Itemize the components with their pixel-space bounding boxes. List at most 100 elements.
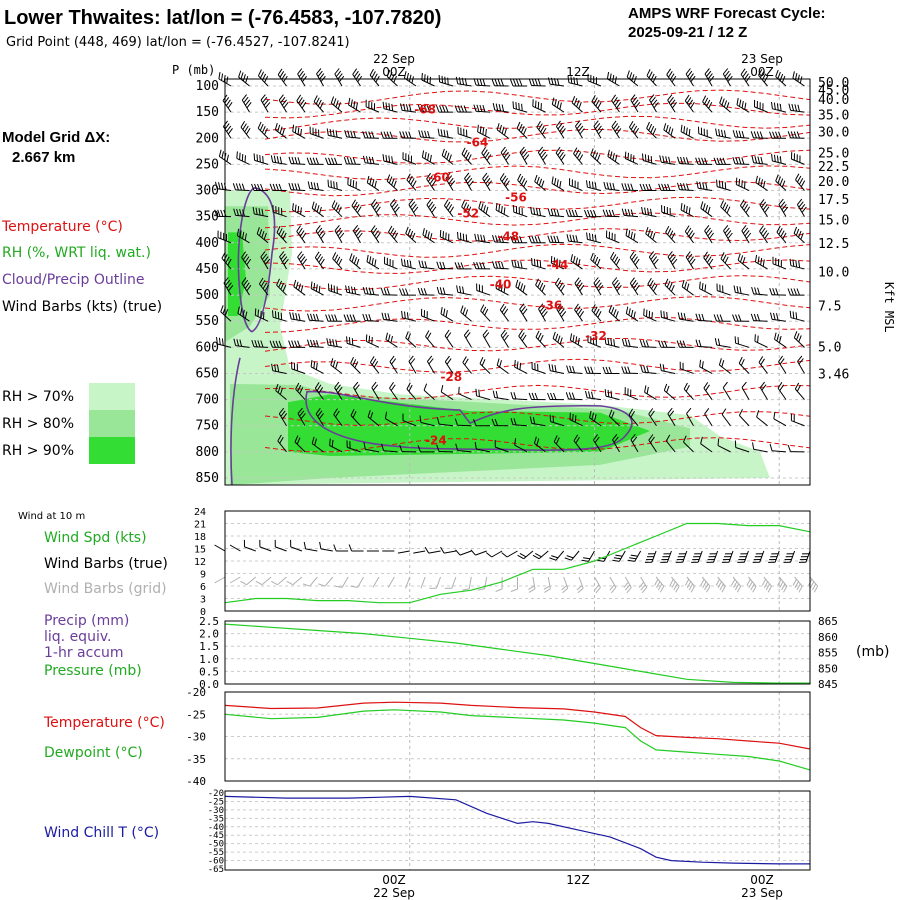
barb-flag <box>257 309 259 317</box>
surface-wind-barb-grid <box>684 576 696 593</box>
upper-wind-barb <box>648 408 657 427</box>
barb-flag <box>310 339 313 347</box>
barb-shaft <box>717 445 731 453</box>
barb-flag <box>312 157 316 165</box>
barb-flag <box>577 337 580 345</box>
barb-flag <box>235 183 239 191</box>
upper-wind-barb <box>658 340 676 348</box>
barb-flag <box>797 198 803 205</box>
barb-flag <box>429 154 432 162</box>
temperature-contour <box>264 228 811 242</box>
barb-shaft <box>333 414 343 427</box>
surface-wind-barb-true <box>290 539 303 552</box>
barb-shaft <box>292 131 306 139</box>
upper-wind-barb <box>736 98 750 113</box>
barb-flag <box>649 436 655 443</box>
barb-flag <box>556 303 562 310</box>
upper-wind-barb <box>639 183 657 192</box>
barb-flag <box>411 232 416 240</box>
barb-flag <box>301 258 308 266</box>
barb-flag <box>632 436 638 443</box>
barb-flag <box>610 390 613 398</box>
barb-flag <box>550 235 554 243</box>
barb-flag <box>356 206 362 213</box>
barb-flag <box>246 258 252 266</box>
barb-shaft <box>719 364 731 374</box>
upper-wind-barb <box>591 95 602 113</box>
barb-flag <box>627 339 631 347</box>
barb-flag <box>408 198 414 205</box>
surface-wind-barb-true <box>259 539 272 552</box>
barb-flag <box>613 256 619 264</box>
barb-shaft <box>591 310 602 322</box>
barb-flag <box>592 150 596 158</box>
barb-flag <box>779 156 782 164</box>
barb-flag <box>481 146 487 154</box>
upper-wind-barb <box>382 154 398 165</box>
barb-flag <box>529 416 533 424</box>
barb-flag <box>647 208 650 216</box>
barb-flag <box>576 100 580 107</box>
upper-wind-barb <box>276 278 287 296</box>
barb-flag <box>440 307 443 315</box>
upper-wind-barb <box>787 444 805 453</box>
upper-wind-barb <box>425 330 435 348</box>
barb-shaft <box>214 544 226 552</box>
barb-flag <box>587 209 591 217</box>
dewpoint-line <box>224 709 811 771</box>
legend-wind-barbs: Wind Barbs (kts) (true) <box>2 299 162 315</box>
barb-flag <box>632 125 638 133</box>
barb-shaft <box>550 370 565 374</box>
barb-flag <box>368 314 372 322</box>
barb-flag <box>349 253 353 261</box>
barb-flag <box>640 365 644 373</box>
barb-shaft <box>735 447 750 453</box>
upper-wind-barb <box>232 183 250 192</box>
barb-shaft <box>778 361 787 374</box>
barb-shaft <box>594 576 601 588</box>
barb-flag <box>391 73 395 81</box>
upper-wind-barb <box>474 442 491 453</box>
barb-flag <box>298 97 303 104</box>
barb-flag <box>255 580 263 586</box>
barb-shaft <box>605 188 620 192</box>
upper-wind-barb <box>535 278 546 296</box>
barb-flag <box>800 232 804 240</box>
upper-wind-barb <box>772 256 787 270</box>
barb-flag <box>663 311 665 319</box>
barb-flag <box>739 199 745 206</box>
upper-wind-barb <box>417 287 435 296</box>
upper-wind-barb <box>388 225 399 244</box>
barb-flag <box>352 359 357 366</box>
barb-flag <box>317 227 323 234</box>
barb-flag <box>245 99 251 106</box>
height-tick-label: 17.5 <box>818 193 849 208</box>
barb-flag <box>513 418 517 426</box>
upper-wind-barb <box>722 68 733 87</box>
barb-flag <box>772 131 776 139</box>
barb-flag <box>424 546 430 554</box>
pressure-tick-label: 150 <box>196 105 219 120</box>
barb-flag <box>448 177 454 185</box>
barb-flag <box>566 555 574 559</box>
upper-wind-barb <box>454 262 472 270</box>
upper-wind-barb <box>306 157 324 165</box>
barb-flag <box>683 183 686 191</box>
barb-flag <box>779 73 784 81</box>
barb-flag <box>741 157 745 165</box>
upper-wind-barb <box>405 226 417 244</box>
barb-flag <box>259 155 261 163</box>
barb-flag <box>648 408 654 415</box>
barb-flag <box>593 209 597 217</box>
barb-shaft <box>646 128 657 139</box>
barb-flag <box>365 287 369 295</box>
barb-flag <box>630 94 636 101</box>
barb-flag <box>652 256 658 263</box>
barb-flag <box>524 154 530 161</box>
upper-wind-barb <box>625 306 639 322</box>
barb-flag <box>575 235 578 243</box>
barb-shaft <box>661 316 676 322</box>
upper-wind-barb <box>566 365 583 374</box>
barb-flag <box>330 358 334 366</box>
barb-flag <box>608 305 613 312</box>
